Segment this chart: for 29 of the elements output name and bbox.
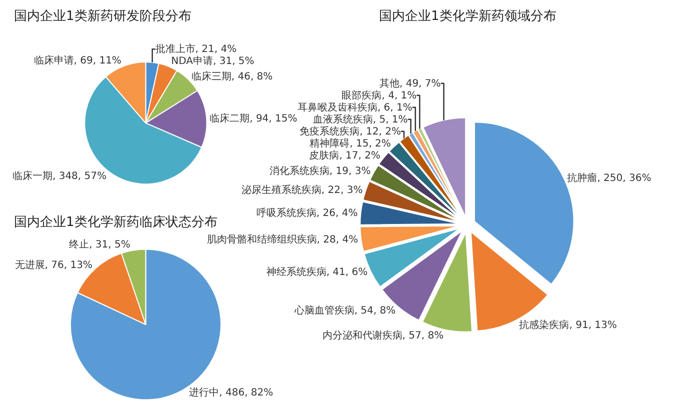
chart-title: 国内企业1类新药研发阶段分布 xyxy=(14,9,192,24)
chart-title: 国内企业1类化学新药领域分布 xyxy=(379,9,556,24)
slice-label: 进行中, 486, 82% xyxy=(189,386,274,398)
slice-label: 终止, 31, 5% xyxy=(69,238,130,250)
slice-label: 神经系统疾病, 41, 6% xyxy=(266,266,368,278)
slice-label: NDA申请, 31, 5% xyxy=(171,55,254,68)
slice-label: 无进展, 76, 13% xyxy=(14,259,92,272)
slice-label: 抗肿瘤, 250, 36% xyxy=(567,172,652,184)
slice-label: 眼部疾病, 4, 1% xyxy=(342,89,417,102)
chart-title: 国内企业1类化学新药临床状态分布 xyxy=(14,215,218,230)
slice-label: 肌肉骨骼和结缔组织疾病, 28, 4% xyxy=(206,233,358,246)
slice-label: 消化系统疾病, 19, 3% xyxy=(269,165,371,178)
slice-label: 临床三期, 46, 8% xyxy=(191,70,273,82)
slice-label: 临床一期, 348, 57% xyxy=(12,170,107,182)
slice-label: 临床申请, 69, 11% xyxy=(34,54,122,67)
slice-label: 精神障碍, 15, 2% xyxy=(310,137,391,150)
slice-label: 批准上市, 21, 4% xyxy=(155,43,237,56)
slice-label: 血液系统疾病, 5, 1% xyxy=(312,113,408,126)
slice-label: 皮肤病, 17, 2% xyxy=(309,150,380,162)
slice-label: 抗感染疾病, 91, 13% xyxy=(519,318,617,331)
slice-label: 其他, 49, 7% xyxy=(379,77,441,90)
slice-label: 心脑血管疾病, 54, 8% xyxy=(293,304,396,317)
slice-label: 内分泌和代谢疾病, 57, 8% xyxy=(322,330,444,342)
slice-label: 泌尿生殖系统疾病, 22, 3% xyxy=(241,184,363,196)
pie-slice xyxy=(70,248,222,400)
slice-label: 呼吸系统疾病, 26, 4% xyxy=(256,207,358,220)
slice-label: 耳鼻喉及齿科疾病, 6, 1% xyxy=(297,101,412,114)
slice-label: 免疫系统疾病, 12, 2% xyxy=(300,125,401,138)
slice-label: 临床二期, 94, 15% xyxy=(210,112,298,124)
